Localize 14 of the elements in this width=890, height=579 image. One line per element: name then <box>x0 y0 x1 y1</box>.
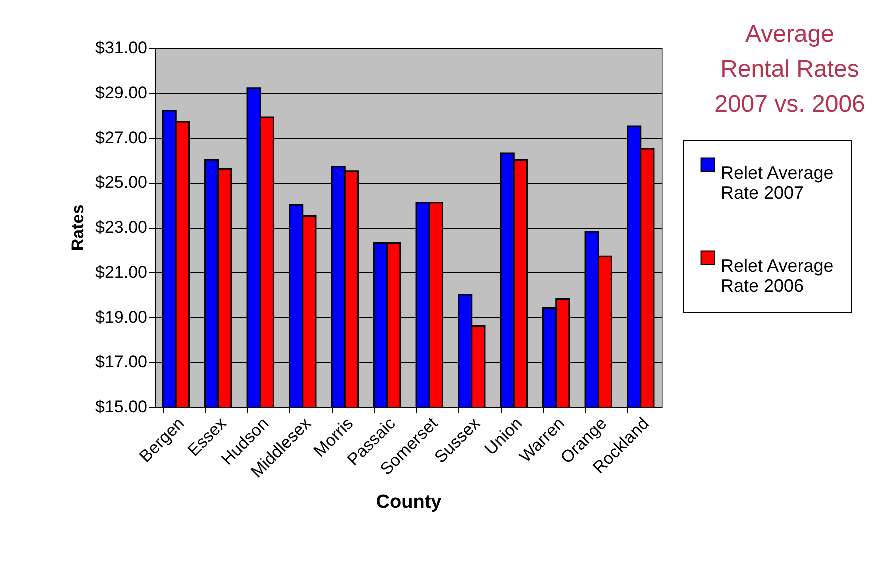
legend-label: Relet Average Rate 2007 <box>721 163 834 203</box>
y-tick-label: $15.00 <box>96 398 148 416</box>
y-tick-label: $23.00 <box>96 218 148 237</box>
x-axis-title: County <box>376 492 442 513</box>
legend-label: Relet Average Rate 2006 <box>721 256 834 296</box>
y-tick-label: $31.00 <box>96 38 148 58</box>
y-tick-label: $29.00 <box>96 83 148 102</box>
y-tick-label: $27.00 <box>96 128 148 148</box>
y-tick-label: $19.00 <box>96 308 148 327</box>
y-axis-title: Rates <box>68 204 88 252</box>
y-tick-label: $25.00 <box>96 173 148 192</box>
y-tick-label: $17.00 <box>96 352 148 372</box>
y-tick-label: $21.00 <box>96 262 148 282</box>
text: Average Rental Rates 2007 vs. 2006 <box>714 21 866 118</box>
